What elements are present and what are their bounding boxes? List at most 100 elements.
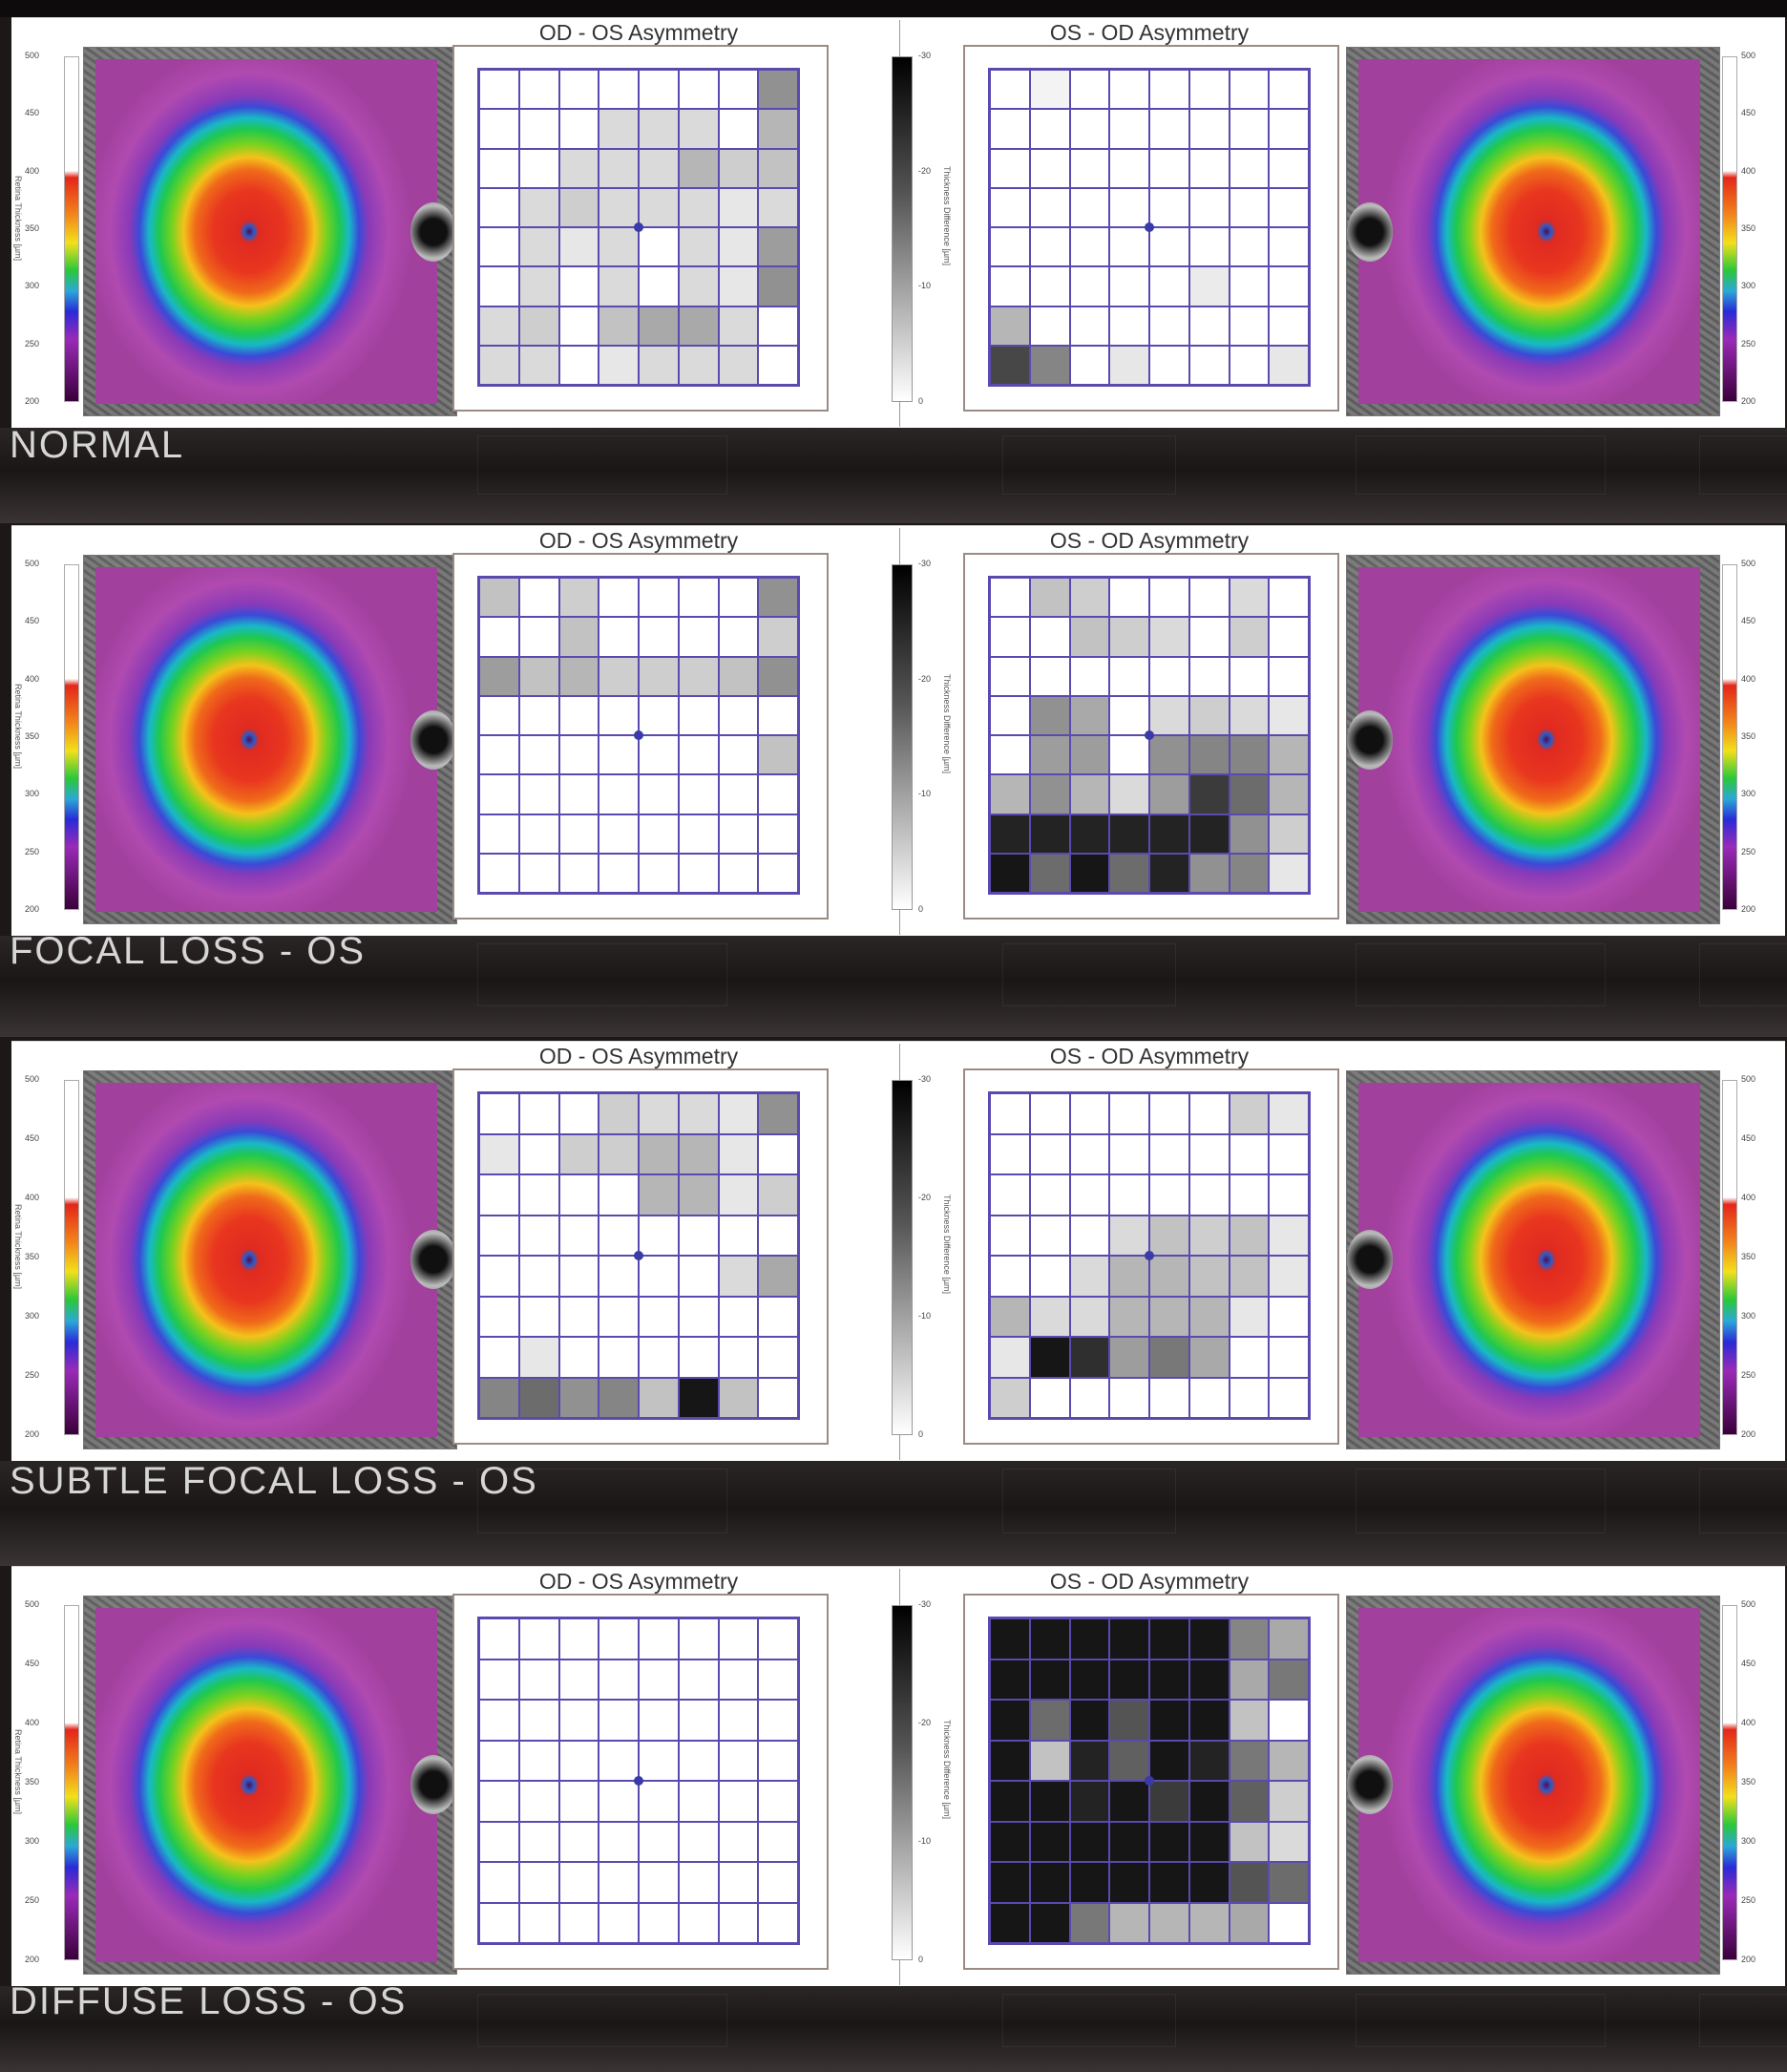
grid-cell — [1029, 1618, 1070, 1660]
grid-cell — [479, 617, 519, 657]
grid-cell — [1229, 735, 1270, 775]
grid-cell — [479, 1781, 519, 1822]
grid-cell — [1149, 853, 1189, 893]
grid-cell — [1229, 695, 1270, 735]
grid-cell — [758, 345, 798, 385]
scale-tick: 500 — [25, 559, 40, 568]
section-label: FOCAL LOSS - OS — [10, 930, 367, 972]
grid-cell — [518, 1618, 559, 1660]
retina-scale-right — [1722, 1605, 1737, 1960]
grid-cell — [1269, 1700, 1309, 1741]
grid-cell — [518, 1821, 559, 1862]
grid-cell — [1229, 1740, 1270, 1781]
grid-cell — [1269, 656, 1309, 696]
grid-cell — [678, 345, 719, 385]
fovea-marker — [1145, 1251, 1154, 1260]
grid-cell — [1269, 1093, 1309, 1134]
scale-tick: 450 — [25, 1659, 40, 1668]
grid-cell — [558, 695, 599, 735]
grid-cell — [479, 774, 519, 814]
scale-tick: -30 — [918, 559, 932, 568]
grid-cell — [678, 1781, 719, 1822]
grid-cell — [758, 1781, 798, 1822]
grid-cell — [518, 814, 559, 854]
scale-tick: 250 — [25, 846, 40, 856]
grid-cell — [718, 227, 759, 267]
thickness-difference-ticks: -30 -20 -10 0 — [918, 1074, 947, 1439]
grid-cell — [1069, 1256, 1110, 1297]
thickness-difference-scale — [892, 564, 913, 910]
grid-cell — [518, 1093, 559, 1134]
scale-tick: 200 — [1741, 903, 1756, 914]
grid-cell — [1029, 853, 1070, 893]
grid-cell — [758, 306, 798, 346]
thickness-difference-scale — [892, 56, 913, 402]
os-od-asymmetry-title: OS - OD Asymmetry — [1049, 1044, 1250, 1068]
thickness-difference-ticks: -30 -20 -10 0 — [918, 1599, 947, 1964]
scale-tick: 350 — [25, 1252, 40, 1261]
grid-cell — [1069, 1659, 1110, 1700]
grid-cell — [718, 148, 759, 188]
band-decoration — [477, 943, 727, 1006]
grid-cell — [1109, 1781, 1149, 1822]
grid-cell — [1229, 617, 1270, 657]
grid-cell — [990, 1862, 1030, 1903]
grid-cell — [758, 1377, 798, 1418]
grid-cell — [479, 187, 519, 227]
grid-cell — [639, 227, 679, 267]
thickness-heatmap — [1357, 1082, 1701, 1438]
grid-cell — [599, 1700, 639, 1741]
grid-cell — [1188, 617, 1230, 657]
grid-cell — [1149, 656, 1189, 696]
grid-cell — [678, 148, 719, 188]
thickness-difference-ticks: -30 -20 -10 0 — [918, 51, 947, 406]
grid-cell — [558, 1821, 599, 1862]
scale-tick: 350 — [25, 222, 40, 233]
band-decoration — [477, 435, 727, 495]
grid-cell — [1109, 695, 1149, 735]
grid-cell — [1269, 1296, 1309, 1337]
section-label-band — [0, 428, 1787, 523]
grid-cell — [1188, 656, 1230, 696]
retina-scale-right — [1722, 1080, 1737, 1435]
optic-disc — [410, 709, 456, 770]
band-decoration — [1699, 435, 1787, 495]
grid-cell — [1149, 735, 1189, 775]
grid-cell — [1269, 227, 1309, 267]
grid-cell — [558, 109, 599, 149]
scale-tick: -10 — [918, 789, 932, 799]
grid-cell — [718, 1659, 759, 1700]
scale-tick: 400 — [25, 165, 40, 176]
band-decoration — [477, 1469, 727, 1533]
grid-cell — [558, 1215, 599, 1256]
grid-cell — [479, 578, 519, 618]
grid-cell — [639, 1215, 679, 1256]
grid-cell — [1149, 1821, 1189, 1862]
grid-cell — [990, 109, 1030, 149]
grid-cell — [718, 1740, 759, 1781]
grid-cell — [990, 306, 1030, 346]
grid-cell — [1109, 148, 1149, 188]
grid-cell — [1149, 1781, 1189, 1822]
grid-cell — [558, 1862, 599, 1903]
grid-cell — [1269, 109, 1309, 149]
od-os-asymmetry-title: OD - OS Asymmetry — [538, 528, 739, 553]
grid-cell — [1029, 1821, 1070, 1862]
grid-cell — [1269, 578, 1309, 618]
grid-cell — [758, 1659, 798, 1700]
grid-cell — [1069, 1337, 1110, 1378]
grid-cell — [1109, 656, 1149, 696]
thickness-difference-scale — [892, 1080, 913, 1435]
grid-cell — [718, 814, 759, 854]
fovea-marker — [634, 1251, 643, 1260]
scale-tick: -20 — [918, 1718, 932, 1727]
grid-cell — [1029, 306, 1070, 346]
grid-cell — [639, 1174, 679, 1216]
grid-cell — [1029, 1215, 1070, 1256]
grid-cell — [718, 266, 759, 307]
scale-tick: 500 — [25, 1074, 40, 1084]
grid-cell — [990, 227, 1030, 267]
grid-cell — [1149, 695, 1189, 735]
scale-tick: -30 — [918, 1599, 932, 1609]
grid-cell — [599, 187, 639, 227]
